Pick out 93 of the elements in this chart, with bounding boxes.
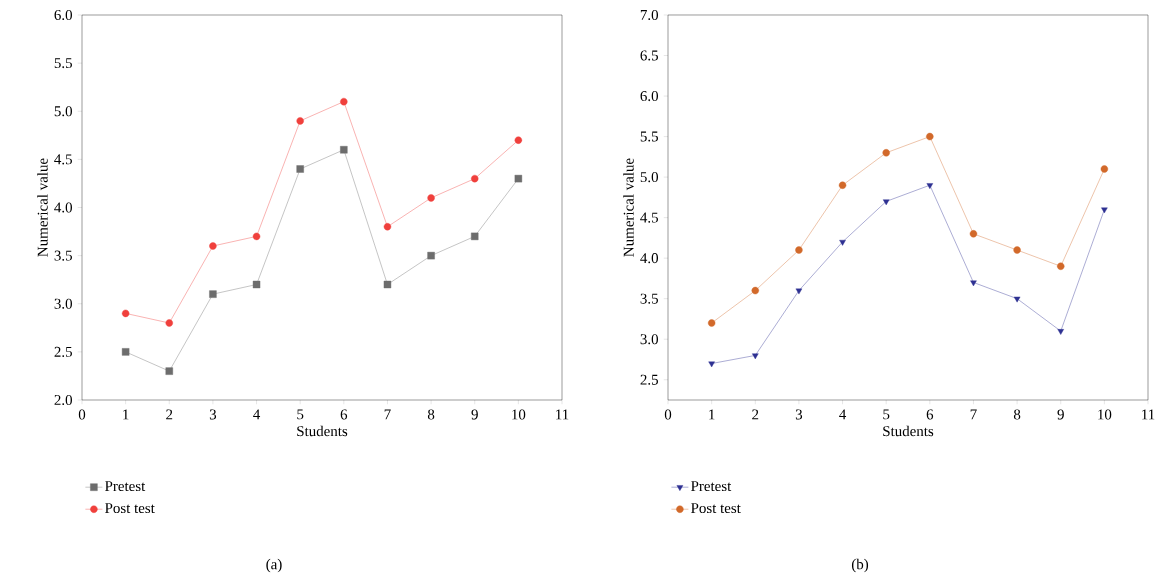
x-tick-label: 7	[970, 409, 977, 420]
y-tick-label: 4.5	[54, 154, 72, 165]
point	[209, 242, 217, 250]
x-tick-label: 6	[926, 409, 934, 420]
y-tick-label: 3.0	[640, 334, 659, 345]
x-tick-label: 10	[1098, 409, 1112, 420]
point	[209, 290, 217, 298]
y-tick-label: 4.0	[54, 202, 72, 213]
y-tick-label: 5.0	[640, 172, 659, 183]
y-tick-label: 6.0	[640, 90, 659, 102]
x-tick-label: 8	[427, 409, 435, 420]
point	[340, 97, 348, 106]
y-tick-label: 4.5	[640, 212, 658, 223]
x-tick-label: 5	[883, 409, 890, 420]
y-tick-label: 3.0	[54, 298, 72, 309]
y-axis-title: Numerical value	[37, 158, 48, 257]
point	[839, 240, 846, 246]
point	[165, 319, 173, 327]
point	[882, 149, 890, 157]
point	[121, 309, 130, 318]
point	[471, 232, 479, 241]
point	[252, 280, 261, 289]
text: (a)	[266, 558, 282, 573]
point	[165, 367, 173, 375]
x-tick-label: 6	[340, 409, 348, 420]
point	[708, 361, 715, 368]
point	[1057, 262, 1065, 270]
x-tick-label: 2	[166, 409, 173, 420]
x-tick-label: 7	[384, 409, 391, 420]
point	[1100, 165, 1109, 173]
legend-label: Pretest	[691, 481, 732, 492]
point	[707, 319, 716, 327]
point	[969, 230, 978, 238]
y-tick-label: 5.5	[54, 58, 72, 69]
point	[340, 146, 348, 154]
point	[471, 174, 479, 183]
legend-label: Post test	[105, 503, 155, 514]
y-tick-label: 6.5	[640, 50, 658, 61]
y-tick-label: 5.0	[54, 106, 72, 117]
y-tick-label: 7.0	[640, 9, 659, 21]
x-tick-label: 11	[1142, 409, 1155, 420]
x-tick-label: 11	[556, 409, 569, 420]
y-tick-label: 2.0	[54, 394, 72, 406]
point	[383, 280, 392, 289]
point	[296, 117, 304, 125]
y-tick-label: 2.5	[54, 346, 72, 357]
y-axis-title: Numerical value	[623, 158, 634, 257]
x-tick-label: 3	[795, 409, 803, 420]
point	[1013, 246, 1021, 254]
point	[296, 165, 304, 173]
x-tick-label: 9	[471, 409, 478, 420]
point	[252, 232, 261, 241]
point	[751, 286, 759, 295]
point	[970, 280, 977, 287]
x-tick-label: 2	[752, 409, 759, 420]
x-tick-label: 4	[253, 409, 261, 420]
point	[121, 348, 130, 356]
y-tick-label: 3.5	[640, 293, 658, 304]
point	[514, 136, 523, 144]
x-tick-label: 0	[78, 409, 86, 420]
point	[383, 223, 392, 231]
y-tick-label: 4.0	[640, 253, 659, 264]
point	[795, 246, 803, 254]
x-tick-label: 0	[664, 409, 672, 420]
point	[882, 199, 890, 206]
point	[752, 353, 759, 360]
point	[926, 183, 934, 189]
point	[1013, 296, 1021, 303]
point	[1101, 207, 1108, 214]
point	[514, 174, 523, 183]
x-tick-label: 4	[839, 409, 847, 420]
text: (b)	[851, 558, 869, 573]
point	[1057, 329, 1064, 335]
x-axis-title: Students	[297, 425, 348, 437]
legend-label: Pretest	[105, 481, 146, 492]
x-tick-label: 5	[297, 409, 304, 420]
y-tick-label: 3.5	[54, 250, 72, 261]
point	[795, 288, 803, 295]
x-tick-label: 3	[209, 409, 217, 420]
y-tick-label: 5.5	[640, 131, 658, 142]
point	[427, 251, 435, 260]
legend-label: Post test	[691, 503, 741, 514]
y-tick-label: 6.0	[54, 9, 72, 21]
x-tick-label: 9	[1057, 409, 1064, 420]
x-tick-label: 10	[512, 409, 526, 420]
x-tick-label: 1	[709, 409, 715, 420]
y-tick-label: 2.5	[640, 374, 658, 385]
x-axis-title: Students	[883, 425, 934, 437]
point	[427, 194, 435, 202]
point	[926, 132, 934, 141]
x-tick-label: 1	[123, 409, 129, 420]
x-tick-label: 8	[1013, 409, 1021, 420]
point	[838, 181, 847, 189]
